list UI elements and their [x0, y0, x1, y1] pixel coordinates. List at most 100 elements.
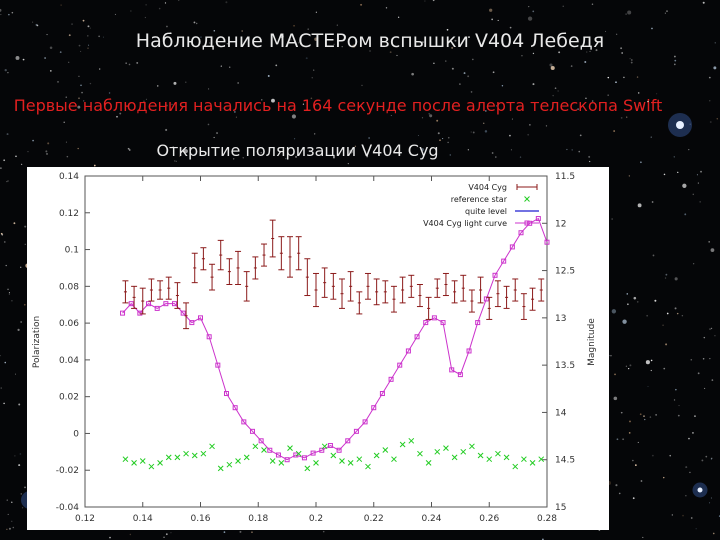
star [616, 438, 619, 441]
star [709, 358, 711, 360]
reference-cross [235, 458, 241, 464]
v404-point [338, 278, 345, 309]
star [11, 520, 13, 522]
v404-point [364, 272, 371, 300]
star [87, 25, 90, 28]
y-tick-label: -0.02 [56, 466, 79, 476]
star [703, 336, 706, 339]
reference-cross [165, 454, 172, 461]
star [307, 28, 309, 30]
y-tick-label: 0.14 [59, 172, 79, 182]
reference-cross [512, 463, 519, 470]
star [584, 60, 587, 63]
reference-cross [434, 448, 441, 455]
x-tick-label: 0.2 [309, 514, 323, 524]
v404-point [503, 285, 510, 309]
star [46, 152, 48, 155]
reference-star-point [382, 447, 389, 453]
v404-point [226, 258, 233, 285]
star [497, 19, 499, 22]
star [467, 149, 469, 151]
y2-tick-label: 14.5 [555, 456, 575, 466]
v404-point [131, 285, 138, 309]
y2-tick-label: 15 [555, 503, 566, 513]
star [674, 277, 678, 281]
star [68, 34, 71, 37]
star [623, 76, 625, 79]
star [665, 273, 668, 276]
star [77, 147, 79, 150]
reference-star-point [347, 460, 354, 466]
reference-cross [122, 456, 129, 463]
star [509, 26, 512, 29]
y2-tick-label: 14 [555, 408, 567, 418]
star [445, 60, 447, 62]
star [470, 131, 472, 133]
star [710, 497, 712, 499]
light-curve-point [379, 391, 385, 397]
light-curve-point [146, 301, 152, 307]
light-curve-point [423, 320, 429, 326]
reference-cross [148, 463, 155, 470]
x-tick-label: 0.22 [364, 514, 384, 524]
star [15, 155, 17, 158]
reference-star-point [165, 454, 172, 461]
star [622, 438, 625, 441]
star [8, 292, 11, 294]
star [446, 28, 449, 31]
star [558, 51, 561, 54]
star [570, 65, 573, 67]
star [322, 530, 325, 533]
y2-tick-label: 12 [555, 219, 566, 229]
x-tick-label: 0.18 [248, 514, 268, 524]
star [225, 1, 228, 4]
star [674, 307, 677, 310]
star [8, 293, 11, 295]
light-curve-point [327, 443, 333, 449]
star [701, 459, 704, 462]
light-curve-point [241, 419, 247, 425]
star [468, 36, 470, 39]
star [352, 44, 356, 48]
v404-point [165, 276, 172, 300]
star [24, 243, 26, 245]
star [637, 203, 642, 208]
v404-point [399, 276, 406, 304]
light-curve-point [258, 438, 264, 444]
star [310, 97, 313, 100]
star [0, 167, 2, 169]
star [673, 63, 676, 66]
star [23, 303, 26, 306]
star [628, 368, 630, 370]
star [46, 34, 48, 36]
star [628, 175, 631, 177]
light-curve-point [206, 334, 212, 340]
star [368, 137, 371, 139]
reference-cross [521, 456, 527, 463]
reference-star-series [122, 437, 545, 472]
y-axis-left: 0.14 0.12 0.1 0.08 0.06 0.04 0.02 0 -0.02 -0.04 [56, 172, 90, 513]
star [491, 152, 494, 154]
star [275, 64, 278, 67]
reference-star-point [252, 443, 259, 450]
star [223, 531, 226, 534]
star [451, 67, 454, 70]
star [271, 98, 275, 103]
star [145, 98, 147, 100]
v404-point [148, 278, 155, 302]
reference-star-point [122, 456, 129, 463]
star [695, 528, 697, 530]
light-curve-point [353, 428, 359, 434]
star [249, 103, 252, 106]
star [293, 24, 295, 27]
star [709, 328, 712, 331]
star [674, 59, 677, 62]
star [702, 1, 705, 4]
star [175, 160, 177, 162]
star [311, 77, 313, 79]
star [566, 148, 568, 151]
star [71, 23, 73, 25]
reference-star-point [408, 437, 415, 444]
star [651, 27, 653, 30]
star [421, 41, 424, 44]
